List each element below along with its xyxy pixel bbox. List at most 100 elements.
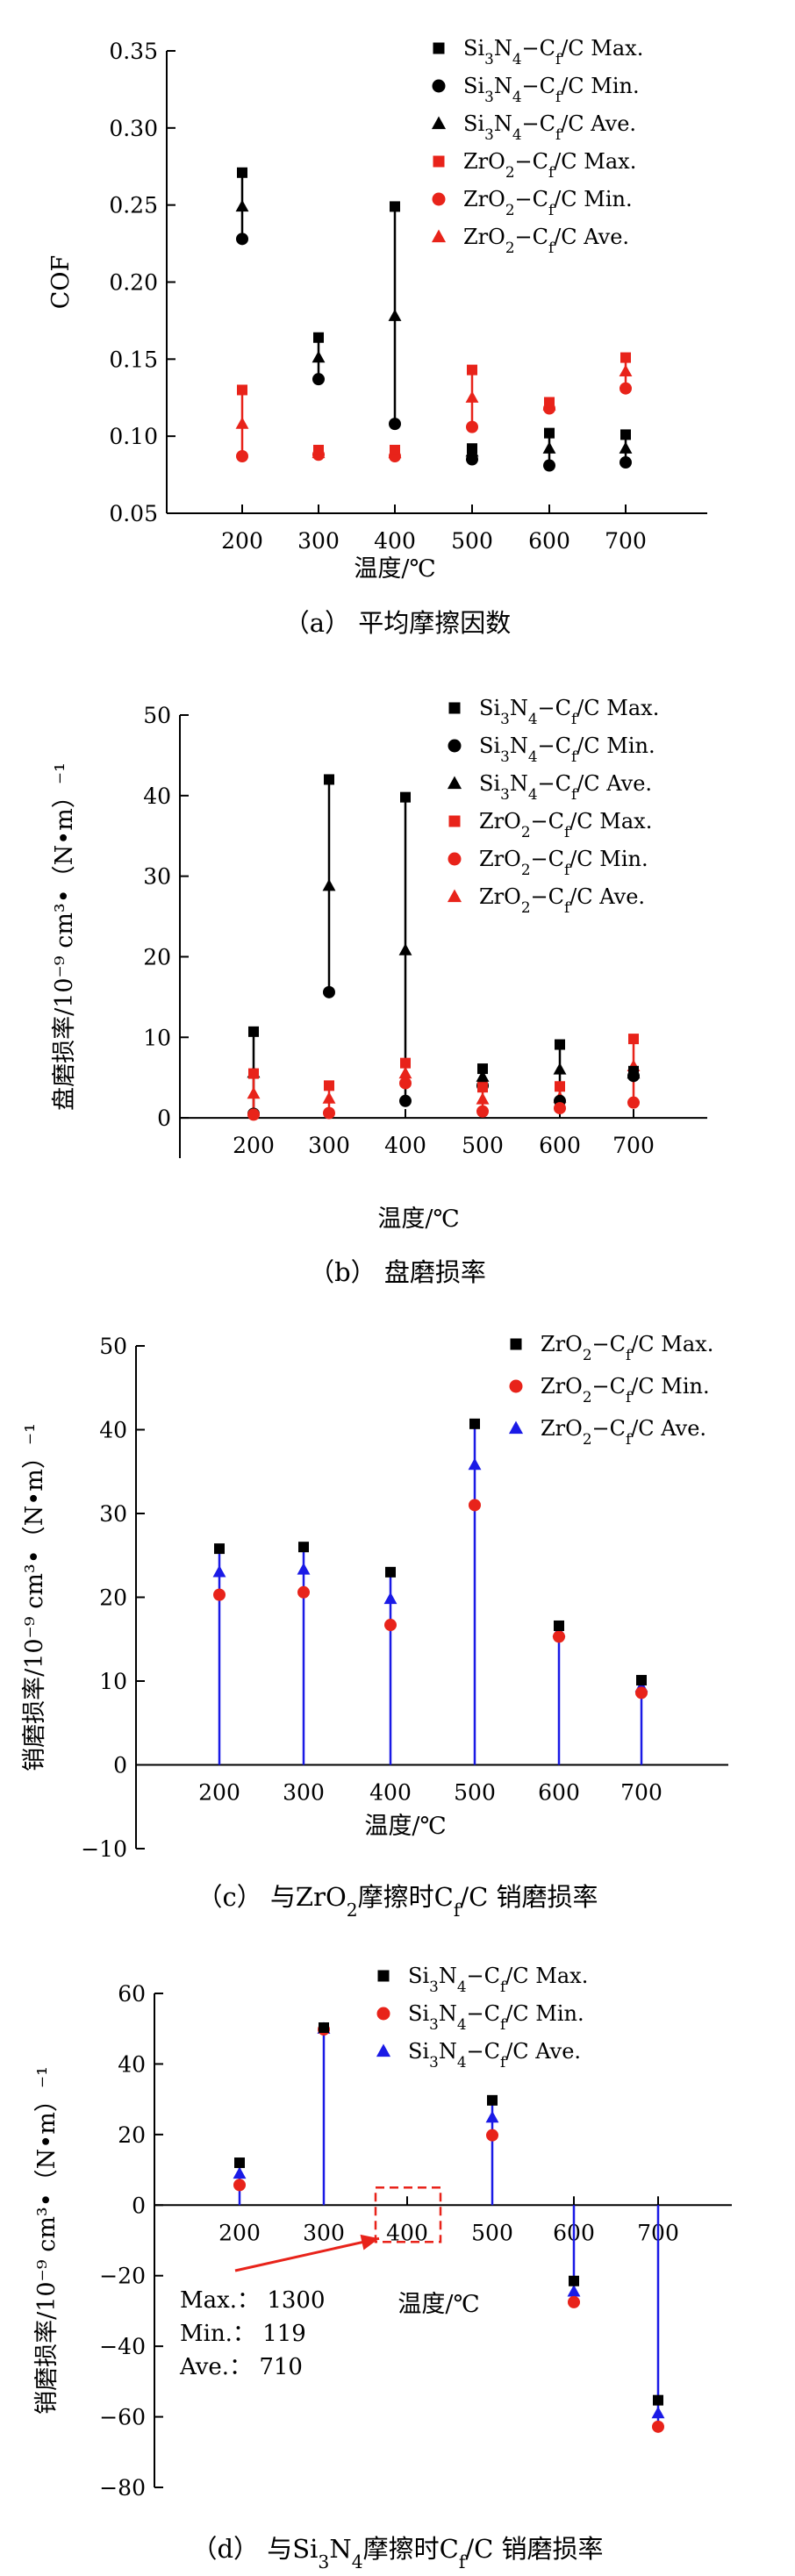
legend-label: ZrO2−Cf/C Max. xyxy=(479,809,652,841)
legend-label: Si3N4−Cf/C Min. xyxy=(479,733,655,765)
point-circle xyxy=(553,1630,565,1643)
point-circle xyxy=(399,1094,412,1107)
y-tick-label: 40 xyxy=(99,1418,127,1443)
point-square xyxy=(620,429,631,440)
point-square xyxy=(324,774,334,785)
point-circle xyxy=(466,420,478,433)
point-triangle xyxy=(297,1563,311,1575)
x-tick-label: 200 xyxy=(221,528,263,554)
point-square xyxy=(400,1057,411,1069)
point-triangle xyxy=(247,1086,261,1099)
point-circle xyxy=(469,1499,481,1512)
point-circle xyxy=(312,373,325,386)
point-square xyxy=(620,352,631,363)
point-circle xyxy=(627,1096,640,1109)
y-tick-label: −10 xyxy=(81,1836,127,1862)
point-square xyxy=(313,444,324,455)
point-square xyxy=(248,1026,259,1037)
legend-marker xyxy=(448,815,461,827)
legend-marker xyxy=(431,229,447,243)
legend-label: Si3N4−Cf/C Min. xyxy=(463,74,640,105)
point-square xyxy=(628,1065,639,1077)
point-square xyxy=(544,397,555,408)
point-triangle xyxy=(619,441,633,454)
point-triangle xyxy=(235,199,249,212)
point-square xyxy=(477,1063,488,1075)
point-square xyxy=(390,201,400,212)
point-circle xyxy=(554,1102,566,1115)
point-triangle xyxy=(212,1565,226,1578)
x-tick-label: 500 xyxy=(451,528,493,554)
y-tick-label: 30 xyxy=(99,1501,127,1527)
y-tick-label: 40 xyxy=(143,784,171,809)
chart-a: 0.05 0.10 0.15 0.20 0.25 0.30 0.35 200 300 400 500… xyxy=(47,36,707,638)
legend-label: ZrO2−Cf/C Min. xyxy=(463,187,633,218)
y-tick-label: 0.05 xyxy=(109,501,158,526)
point-circle xyxy=(543,459,555,472)
x-axis-title: 温度/℃ xyxy=(364,1813,446,1840)
point-square xyxy=(313,332,324,343)
point-square xyxy=(248,1068,259,1079)
x-tick-label: 500 xyxy=(462,1133,504,1158)
x-tick-label: 200 xyxy=(218,2220,261,2245)
point-triangle xyxy=(398,943,412,955)
x-axis-title: 温度/℃ xyxy=(354,555,435,583)
y-axis-title: COF xyxy=(47,255,75,310)
point-circle xyxy=(635,1686,648,1699)
legend-marker xyxy=(448,852,462,866)
point-circle xyxy=(213,1588,226,1601)
point-circle xyxy=(476,1105,489,1118)
point-circle xyxy=(620,382,632,395)
point-circle xyxy=(620,456,632,469)
y-tick-label: 0 xyxy=(157,1106,171,1131)
legend-marker xyxy=(432,192,446,206)
x-axis-title: 温度/℃ xyxy=(377,1206,459,1233)
point-triangle xyxy=(383,1592,398,1605)
point-square xyxy=(653,2394,663,2406)
point-triangle xyxy=(398,1066,412,1079)
point-triangle xyxy=(619,364,633,377)
x-tick-label: 300 xyxy=(297,528,340,554)
annotation-text: Max.： 1300 xyxy=(180,2287,325,2314)
legend-marker xyxy=(447,889,462,903)
y-tick-label: 0.15 xyxy=(109,347,158,372)
point-triangle xyxy=(322,1091,336,1104)
x-tick-label: 500 xyxy=(454,1780,496,1806)
point-triangle xyxy=(235,417,249,429)
point-square xyxy=(214,1543,225,1555)
point-square xyxy=(467,443,477,454)
point-square xyxy=(237,384,247,396)
y-tick-label: 20 xyxy=(99,1585,127,1611)
point-triangle xyxy=(312,350,326,363)
point-square xyxy=(298,1542,309,1553)
point-square xyxy=(569,2275,579,2286)
point-square xyxy=(628,1034,639,1045)
point-circle xyxy=(389,418,401,431)
x-tick-label: 300 xyxy=(308,1133,350,1158)
point-circle xyxy=(233,2179,246,2192)
y-tick-label: 0 xyxy=(132,2193,146,2218)
legend-marker xyxy=(447,776,462,790)
point-square xyxy=(390,444,400,455)
x-tick-label: 400 xyxy=(374,528,416,554)
legend-marker xyxy=(510,1338,522,1350)
legend-marker xyxy=(376,2043,391,2057)
y-tick-label: 40 xyxy=(118,2051,146,2077)
chart-caption: （b） 盘磨损率 xyxy=(309,1257,486,1287)
y-axis-title: 销磨损率/10⁻⁹ cm³•（N•m）⁻¹ xyxy=(33,2066,61,2415)
x-tick-label: 600 xyxy=(528,528,570,554)
legend-marker xyxy=(433,42,445,54)
point-square xyxy=(467,364,477,376)
x-tick-label: 700 xyxy=(620,1780,662,1806)
point-triangle xyxy=(542,441,556,454)
point-square xyxy=(487,2094,498,2106)
point-circle xyxy=(236,233,248,246)
legend-marker xyxy=(433,155,445,168)
annotation-arrowhead xyxy=(360,2234,379,2250)
point-square xyxy=(324,1080,334,1091)
x-tick-label: 600 xyxy=(539,1133,581,1158)
y-tick-label: 30 xyxy=(143,864,171,890)
y-tick-label: 0.35 xyxy=(109,39,158,64)
point-square xyxy=(400,791,411,803)
point-square xyxy=(544,427,555,439)
